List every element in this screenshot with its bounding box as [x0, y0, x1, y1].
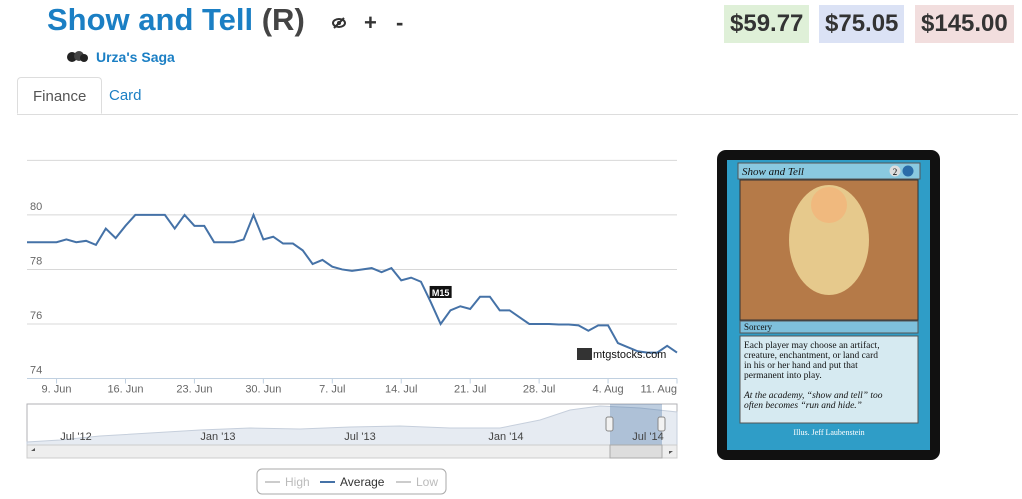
add-button[interactable]: + — [364, 10, 377, 35]
x-tick-label: 7. Jul — [319, 384, 345, 396]
navigator-label: Jan '14 — [488, 431, 523, 443]
price: $75.05 — [819, 5, 905, 43]
title-text: Show and Tell — [47, 2, 254, 37]
rarity: (R) — [261, 2, 305, 37]
card-type: Sorcery — [744, 322, 772, 332]
y-tick-label: 78 — [30, 255, 42, 267]
navigator-label: Jan '13 — [200, 431, 235, 443]
x-tick-label: 23. Jun — [176, 384, 212, 396]
tab[interactable]: Finance — [17, 77, 103, 114]
x-tick-label: 16. Jun — [107, 384, 143, 396]
line-series — [27, 212, 678, 354]
set-name[interactable]: Urza's Saga — [96, 49, 175, 65]
watermark-icon — [577, 348, 592, 360]
navigator-handle[interactable] — [605, 416, 614, 432]
card-name: Show and Tell — [742, 166, 804, 178]
card-rules: in his or her hand and put that — [744, 361, 858, 371]
scrollbar-thumb[interactable] — [609, 444, 663, 459]
navigator-label: Jul '13 — [344, 431, 375, 443]
scrollbar[interactable] — [26, 444, 678, 459]
x-tick-label: 11. Aug — [641, 384, 678, 396]
x-tick-label: 9. Jun — [42, 384, 72, 396]
legend-label: High — [285, 475, 310, 489]
watermark: mtgstocks.com — [593, 349, 666, 361]
legend — [256, 468, 447, 495]
x-tick-label: 14. Jul — [385, 384, 417, 396]
chart: 74 76 78 80 9. Jun 16. Jun 23. Jun 30. Jun 7. Ju… — [26, 159, 678, 495]
card-title: Show and Tell (R) — [47, 2, 305, 38]
card-flavor: At the academy, “show and tell” too — [743, 391, 883, 401]
card-rules: Each player may choose an artifact, — [744, 340, 880, 351]
tab-divider — [17, 114, 1018, 115]
x-tick-label: 4. Aug — [592, 384, 623, 396]
navigator-area — [26, 405, 678, 446]
tab[interactable]: Card — [109, 87, 142, 104]
x-tick-label: 21. Jul — [454, 384, 486, 396]
card-image: Show and Tell 2 Sorcery Each player may … — [717, 150, 940, 460]
navigator-label: Jul '12 — [60, 431, 91, 443]
card-rules: creature, enchantment, or land card — [744, 351, 878, 361]
legend-label: Average — [340, 475, 385, 489]
x-tick-label: 28. Jul — [523, 384, 555, 396]
legend-label: Low — [416, 475, 438, 489]
x-tick-label: 30. Jun — [245, 384, 281, 396]
hide-icon[interactable] — [331, 15, 347, 31]
card-artist: Illus. Jeff Laubenstein — [793, 428, 864, 437]
price: $59.77 — [724, 5, 810, 43]
navigator-label: Jul '14 — [632, 431, 663, 443]
card-rules: permanent into play. — [744, 371, 822, 381]
flag — [429, 285, 452, 298]
set-icon — [67, 51, 88, 62]
y-tick-label: 74 — [30, 365, 42, 377]
y-tick-label: 76 — [30, 310, 42, 322]
mana-cost: 2 — [893, 167, 898, 177]
y-tick-label: 80 — [30, 201, 42, 213]
flag-label: M15 — [432, 288, 450, 298]
navigator-handle[interactable] — [657, 416, 666, 432]
price: $145.00 — [915, 5, 1014, 43]
remove-button[interactable]: - — [396, 10, 404, 35]
card-flavor: often becomes “run and hide.” — [744, 400, 862, 411]
navigator-range[interactable] — [610, 404, 662, 445]
